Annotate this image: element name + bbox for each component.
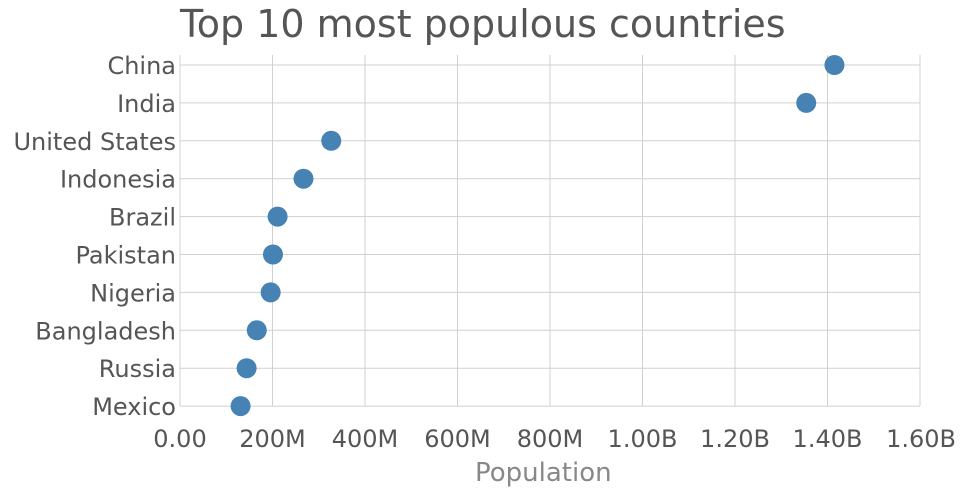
y-tick-label: Pakistan bbox=[76, 242, 177, 270]
data-point bbox=[321, 130, 342, 151]
y-tick-label: Russia bbox=[99, 355, 176, 383]
y-tick-label: Brazil bbox=[109, 204, 176, 232]
x-tick-label: 1.00B bbox=[608, 425, 678, 453]
y-tick-label: Bangladesh bbox=[35, 317, 176, 345]
x-tick-label: 1.40B bbox=[793, 425, 863, 453]
data-point bbox=[293, 168, 314, 189]
x-tick-label: 400M bbox=[332, 425, 399, 453]
y-tick-label: China bbox=[107, 52, 176, 80]
y-tick-label: Indonesia bbox=[60, 166, 176, 194]
y-tick-label: United States bbox=[13, 128, 176, 156]
chart-title: Top 10 most populous countries bbox=[180, 2, 786, 46]
data-point bbox=[236, 358, 257, 379]
x-tick-label: 600M bbox=[424, 425, 491, 453]
x-tick-label: 1.60B bbox=[886, 425, 956, 453]
data-point bbox=[267, 206, 288, 227]
data-point bbox=[796, 92, 817, 113]
y-tick-label: Mexico bbox=[92, 393, 176, 421]
y-tick-label: India bbox=[117, 90, 176, 118]
data-point bbox=[260, 282, 281, 303]
x-axis-title: Population bbox=[475, 458, 612, 488]
x-tick-label: 800M bbox=[517, 425, 584, 453]
data-point bbox=[230, 396, 251, 417]
x-tick-label: 0.00 bbox=[153, 425, 206, 453]
y-tick-label: Nigeria bbox=[90, 279, 176, 307]
x-tick-label: 200M bbox=[239, 425, 306, 453]
x-tick-label: 1.20B bbox=[700, 425, 770, 453]
data-point bbox=[824, 55, 845, 75]
data-point bbox=[246, 320, 267, 341]
data-point bbox=[262, 244, 283, 265]
